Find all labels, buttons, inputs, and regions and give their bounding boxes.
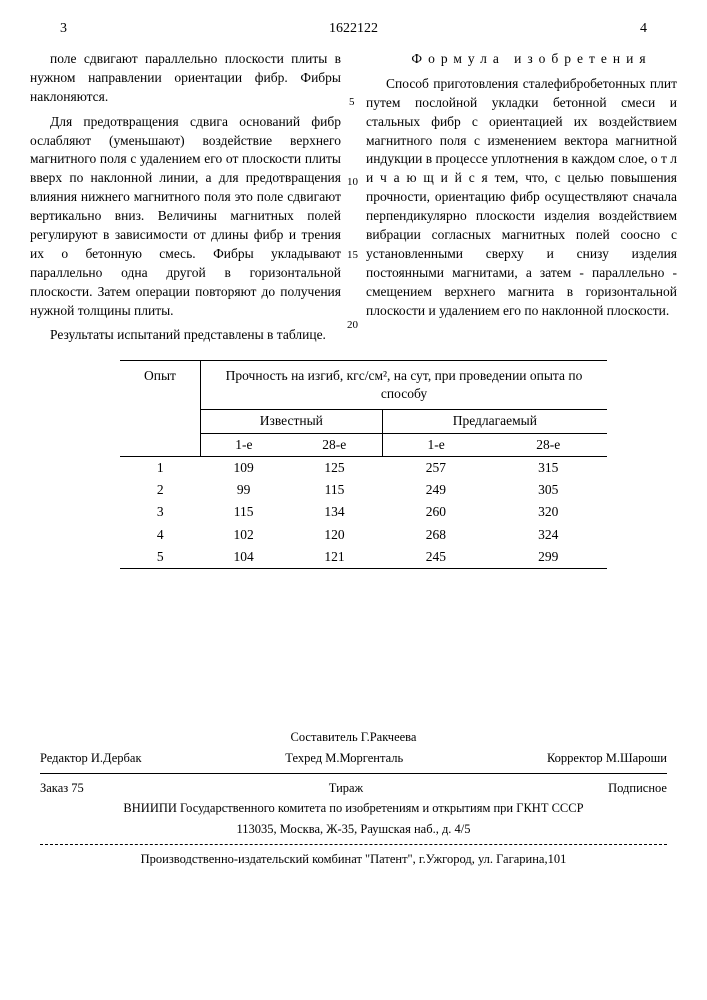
editor: Редактор И.Дербак [40,750,142,767]
cell-k28: 120 [287,524,382,546]
table-row: 3 115 134 260 320 [120,501,607,523]
left-column: поле сдвигают параллельно плоскости плит… [30,50,341,351]
th-k1: 1-е [201,433,287,456]
cell-p1: 245 [382,546,489,569]
document-number: 1622122 [0,20,707,39]
claim-title: Формула изобретения [366,50,677,69]
cell-k1: 102 [201,524,287,546]
line-number-15: 15 [347,248,358,263]
th-p1: 1-е [382,433,489,456]
cell-k28: 115 [287,479,382,501]
cell-k1: 104 [201,546,287,569]
org: ВНИИПИ Государственного комитета по изоб… [40,798,667,819]
right-p1: Способ приготовления сталефибробетонных … [366,75,677,321]
th-main: Прочность на изгиб, кгс/см², на сут, при… [201,361,608,410]
line-number-10: 10 [347,175,358,190]
cell-p28: 299 [490,546,607,569]
cell-k1: 99 [201,479,287,501]
cell-k1: 109 [201,456,287,479]
right-column: Формула изобретения Способ приготовления… [366,50,677,351]
th-known: Известный [201,410,383,433]
cell-p28: 324 [490,524,607,546]
cell-n: 5 [120,546,201,569]
addr: 113035, Москва, Ж-35, Раушская наб., д. … [40,819,667,840]
order: Заказ 75 [40,780,84,797]
compiler: Составитель Г.Ракчеева [40,727,667,748]
cell-p28: 305 [490,479,607,501]
th-proposed: Предлагаемый [382,410,607,433]
left-p1: поле сдвигают параллельно плоскости плит… [30,50,341,107]
cell-p28: 320 [490,501,607,523]
cell-p1: 257 [382,456,489,479]
cell-n: 1 [120,456,201,479]
cell-n: 4 [120,524,201,546]
cell-k1: 115 [201,501,287,523]
cell-p1: 268 [382,524,489,546]
tirazh: Тираж [329,780,363,797]
th-experiment: Опыт [120,361,201,457]
cell-k28: 125 [287,456,382,479]
printer: Производственно-издательский комбинат "П… [40,849,667,870]
line-number-5: 5 [349,95,355,110]
left-p2: Для предотвращения сдвига оснований фибр… [30,113,341,321]
cell-n: 3 [120,501,201,523]
table-row: 4 102 120 268 324 [120,524,607,546]
corrector: Корректор М.Шароши [547,750,667,767]
cell-n: 2 [120,479,201,501]
table-row: 1 109 125 257 315 [120,456,607,479]
table-row: 2 99 115 249 305 [120,479,607,501]
cell-k28: 121 [287,546,382,569]
techred: Техред М.Моргенталь [285,750,403,767]
th-k28: 28-е [287,433,382,456]
results-table: Опыт Прочность на изгиб, кгс/см², на сут… [120,360,607,569]
cell-k28: 134 [287,501,382,523]
th-p28: 28-е [490,433,607,456]
subscr: Подписное [608,780,667,797]
cell-p28: 315 [490,456,607,479]
colophon: Составитель Г.Ракчеева Редактор И.Дербак… [40,727,667,870]
left-p3: Результаты испытаний представлены в табл… [30,326,341,345]
cell-p1: 249 [382,479,489,501]
table-row: 5 104 121 245 299 [120,546,607,569]
page-number-right: 4 [640,20,647,39]
cell-p1: 260 [382,501,489,523]
line-number-20: 20 [347,318,358,333]
